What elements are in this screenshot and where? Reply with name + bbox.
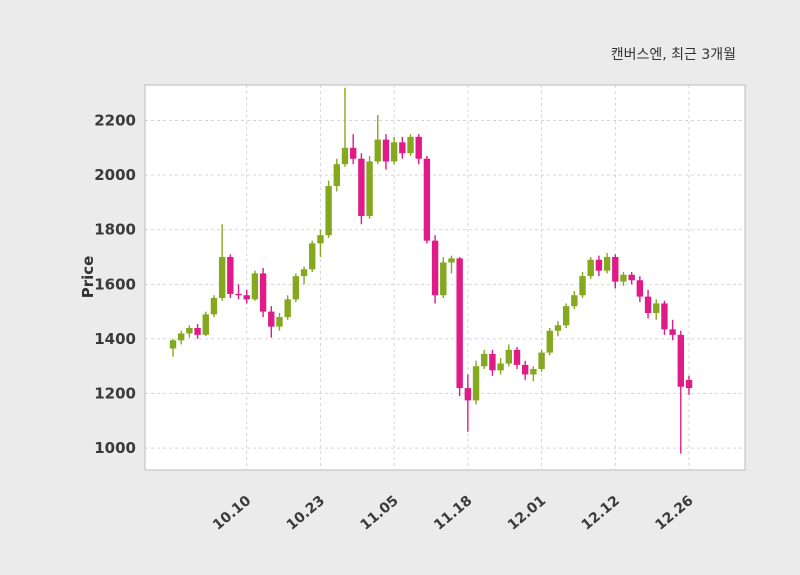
candle-body [546, 330, 553, 353]
plot-border [144, 84, 746, 471]
candle-body [554, 325, 562, 331]
y-tick-label: 1200 [94, 385, 136, 403]
candle-body [284, 299, 291, 318]
y-axis-tick-labels: 1000 1200 1400 1600 1800 2000 2200 [94, 111, 136, 457]
y-axis-label: Price [79, 255, 97, 299]
candle-body [628, 274, 635, 281]
x-axis-tick-labels: 10.10 10.23 11.05 11.18 12.01 12.12 12.26 [210, 493, 697, 534]
x-tick-label: 12.12 [579, 493, 623, 534]
candle-body [415, 136, 422, 159]
x-tick-label: 12.26 [652, 493, 696, 534]
candle-body [390, 142, 398, 162]
candle-body [669, 329, 676, 335]
candle-body [227, 257, 234, 294]
y-tick-label: 1800 [94, 221, 136, 239]
y-tick-label: 2200 [94, 111, 136, 129]
candle-body [677, 334, 685, 387]
candle-body [579, 276, 586, 296]
candle-body [448, 258, 455, 263]
x-tick-label: 11.05 [357, 493, 401, 534]
candle-body [661, 303, 668, 330]
candle-body [481, 353, 488, 367]
candle-body [169, 340, 177, 349]
candle-body [521, 364, 529, 375]
candle-body [194, 328, 201, 335]
candle-body [366, 161, 373, 217]
candle-body [309, 243, 316, 270]
candle-body [685, 379, 693, 389]
candle-body [636, 280, 644, 297]
candle-body [440, 262, 447, 296]
candle-body [210, 297, 218, 315]
candle-body [472, 366, 480, 401]
candle-body [497, 363, 504, 371]
candle-body [325, 186, 332, 236]
candle-body [218, 257, 226, 298]
candle-body [235, 293, 242, 296]
candle-body [177, 333, 185, 341]
chart-title: 캔버스엔, 최근 3개월 [610, 47, 736, 63]
candle-body [186, 328, 193, 334]
y-tick-label: 1600 [94, 275, 136, 293]
candle-body [358, 158, 365, 217]
candle-body [374, 139, 381, 162]
y-tick-label: 1400 [94, 330, 136, 348]
candle-body [259, 273, 267, 312]
x-tick-label: 10.23 [284, 493, 328, 534]
candle-body [202, 314, 209, 335]
candle-body [251, 273, 259, 300]
candle-body [349, 147, 357, 159]
candle-body [464, 388, 472, 401]
candle-body [399, 142, 406, 154]
candle-body [292, 276, 300, 300]
candle-body [382, 139, 390, 162]
candles [169, 87, 693, 454]
candle-body [562, 306, 570, 326]
candle-body [595, 259, 603, 271]
candle-body [333, 164, 341, 187]
candle-body [530, 368, 537, 375]
candle-body [276, 317, 283, 327]
candle-body [513, 349, 521, 365]
candle-body [268, 311, 275, 327]
candle-body [407, 136, 414, 154]
candle-body [538, 352, 545, 369]
y-tick-label: 1000 [94, 439, 136, 457]
candle-body [456, 258, 463, 389]
candle-body [587, 259, 594, 277]
candle-body [317, 235, 324, 244]
candle-body [300, 269, 308, 277]
x-tick-label: 11.18 [431, 493, 475, 534]
y-tick-label: 2000 [94, 166, 136, 184]
candle-body [620, 274, 627, 282]
candle-body [489, 353, 496, 371]
candle-body [431, 240, 439, 296]
candle-body [505, 349, 513, 364]
candle-body [653, 303, 660, 313]
candle-body [644, 296, 652, 313]
candle-body [341, 147, 349, 165]
x-tick-label: 10.10 [210, 493, 254, 534]
candle-body [571, 295, 578, 307]
candle-body [603, 257, 611, 271]
x-tick-label: 12.01 [505, 493, 549, 534]
candle-body [612, 257, 619, 282]
candle-body [243, 295, 250, 300]
candle-body [423, 158, 431, 241]
